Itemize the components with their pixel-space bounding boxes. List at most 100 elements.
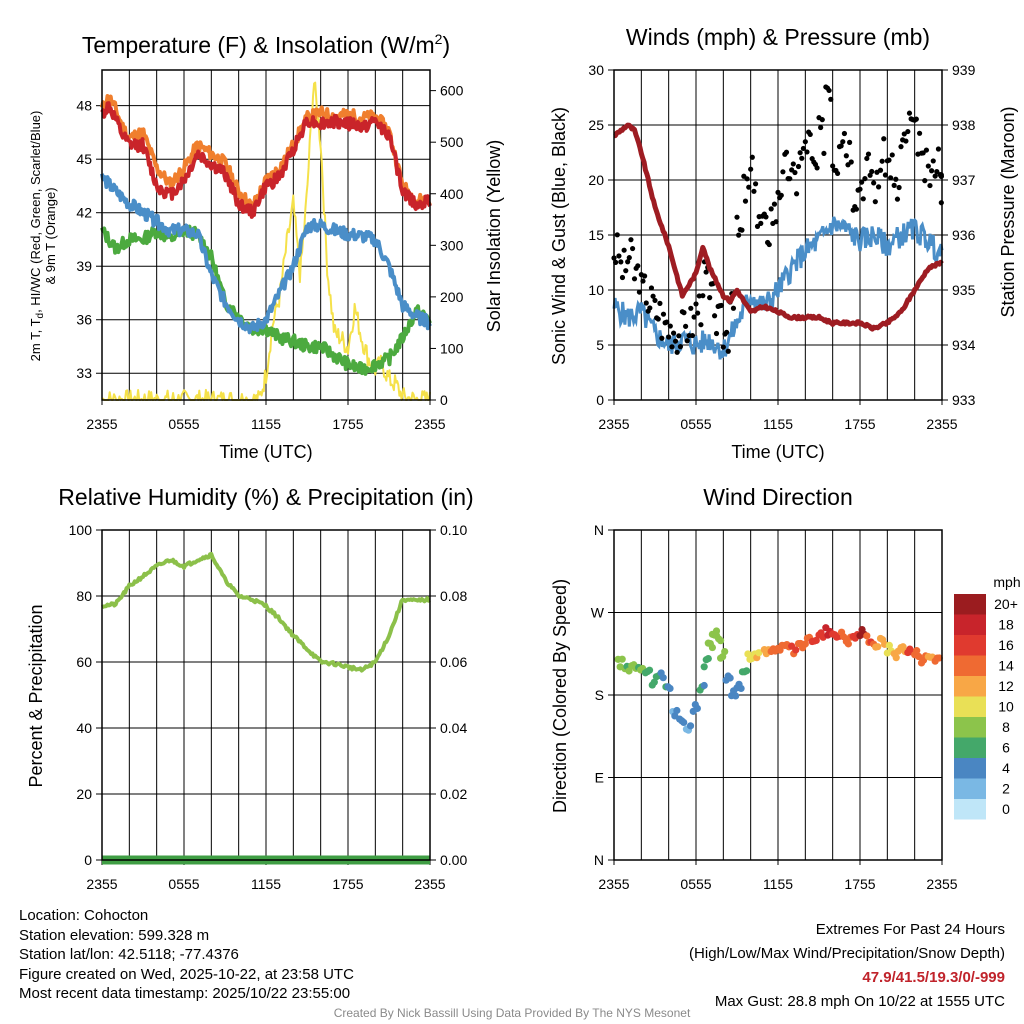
wind-gust-point [888, 175, 894, 181]
wind-gust-point [724, 329, 730, 335]
wind-xtick-label: 0555 [680, 416, 711, 432]
wind-gust-point [889, 152, 895, 158]
wind-ytick-label: 15 [588, 227, 604, 243]
dir-ytick-label: N [594, 852, 604, 868]
wind-panel-title: Winds (mph) & Pressure (mb) [626, 24, 930, 50]
wind-gust-point [847, 139, 853, 145]
dir-point [721, 647, 729, 656]
wind-gust-point [768, 206, 774, 212]
wind-gust-point [689, 332, 696, 339]
temp-ytick-label: 36 [76, 312, 92, 328]
wind-gust-point [787, 176, 793, 182]
wind-gust-point [718, 302, 725, 309]
wind-y2tick-label: 935 [952, 282, 976, 298]
dir-point [844, 640, 852, 648]
wind-y2tick-label: 938 [952, 117, 976, 133]
wind-gust-point [865, 151, 872, 157]
wind-gust-point [619, 274, 626, 281]
rh-ytick-label: 0 [84, 852, 92, 868]
wind-gust-point [742, 198, 749, 204]
wind-gust-point [636, 289, 643, 295]
temp-xtick-label: 0555 [168, 416, 199, 432]
wind-gust-point [903, 138, 909, 144]
dir-point [742, 667, 751, 675]
rh-plot-border [101, 529, 431, 861]
wind-gust-point [695, 310, 701, 316]
recent-data-timestamp: Most recent data timestamp: 2025/10/22 2… [19, 985, 351, 1003]
wind-gust-point [930, 158, 936, 164]
wind-gust-point [681, 310, 687, 316]
dir-point [650, 678, 658, 686]
wind-gust-point [623, 268, 629, 274]
wind-gust-point [913, 116, 919, 122]
dir-legend-swatch [954, 799, 986, 820]
dir-legend-label: 18 [998, 617, 1014, 633]
temp-series-solar-insolation-yellow- [101, 81, 431, 401]
dir-point [686, 722, 695, 730]
dir-legend-swatch [954, 614, 986, 635]
wind-gust-point [800, 145, 807, 152]
temp-ytick-label: 33 [76, 365, 92, 381]
dir-point [892, 654, 900, 662]
wind-gust-point [664, 319, 670, 325]
wind-gust-point [655, 316, 661, 322]
wind-gust-point [916, 130, 923, 136]
temp-y2tick-label: 200 [440, 289, 464, 305]
dir-point [717, 637, 725, 645]
wind-gust-point [652, 297, 658, 304]
rh-xtick-label: 0555 [168, 876, 199, 892]
wind-xtick-label: 1755 [844, 416, 875, 432]
wind-ytick-label: 10 [588, 282, 604, 298]
temp-ytick-label: 45 [76, 151, 92, 167]
dir-legend-label: 8 [1002, 719, 1010, 735]
dir-xtick-label: 2355 [926, 876, 957, 892]
wind-gust-point [871, 180, 877, 186]
temp-y2tick-label: 300 [440, 237, 464, 253]
wind-gust-point [698, 322, 704, 328]
dir-point [935, 654, 943, 662]
wind-series-pressure [612, 122, 944, 332]
wind-gust-point [711, 313, 718, 319]
dir-point [666, 684, 674, 693]
temp-panel-title: Temperature (F) & Insolation (W/m2) [82, 31, 450, 58]
dir-point [874, 643, 882, 651]
dir-ytick-label: S [595, 687, 604, 703]
credit-line: Created By Nick Bassill Using Data Provi… [333, 1006, 691, 1020]
wind-gust-point [700, 293, 706, 299]
rh-ytick-label: 100 [69, 522, 93, 538]
wind-y2tick-label: 934 [952, 337, 976, 353]
dir-legend-label: 4 [1002, 760, 1010, 776]
temp-y2tick-label: 400 [440, 186, 464, 202]
wind-gust-point [877, 167, 884, 173]
temp-xtick-label: 1755 [332, 416, 363, 432]
temp-plot-border [101, 69, 431, 401]
dir-legend-title: mph [993, 574, 1020, 590]
wind-gust-point [818, 124, 824, 131]
wind-gust-point [792, 169, 798, 176]
dir-panel-title: Wind Direction [703, 484, 853, 510]
wind-gust-point [804, 149, 810, 155]
dir-legend-swatch [954, 717, 986, 738]
wind-gust-point [797, 150, 803, 156]
rh-y2tick-label: 0.00 [440, 852, 467, 868]
max-gust: Max Gust: 28.8 mph On 10/22 at 1555 UTC [714, 993, 1005, 1010]
wind-gust-point [707, 295, 713, 301]
dir-point [737, 684, 745, 693]
temp-y2tick-label: 600 [440, 83, 464, 99]
wind-gust-point [891, 182, 897, 188]
rh-xtick-label: 2355 [414, 876, 445, 892]
wind-ytick-label: 5 [596, 337, 604, 353]
dir-legend-swatch [954, 758, 986, 779]
wind-gust-point [795, 163, 802, 170]
wind-gust-point [771, 201, 778, 207]
wind-gust-point [935, 146, 942, 152]
wind-xtick-label: 1155 [763, 416, 793, 432]
wind-gust-point [780, 169, 786, 175]
wind-ytick-label: 20 [588, 172, 604, 188]
dir-ytick-label: N [594, 522, 604, 538]
dir-point [618, 655, 626, 663]
wind-gust-point [923, 147, 930, 153]
wind-gust-point [927, 182, 933, 189]
wind-gust-point [929, 168, 935, 174]
dir-legend-swatch [954, 635, 986, 656]
